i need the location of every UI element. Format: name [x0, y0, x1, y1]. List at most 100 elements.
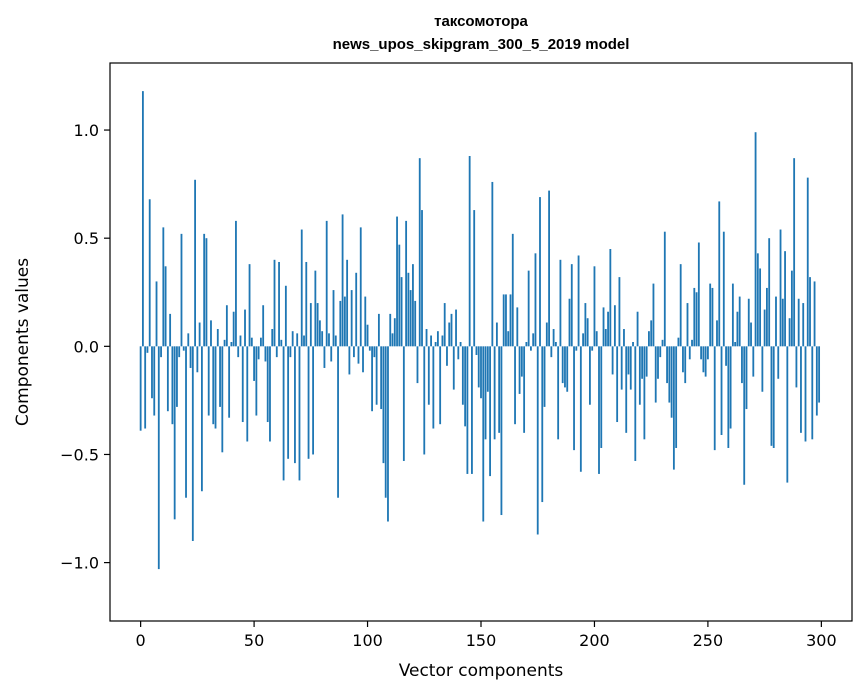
bar-10	[162, 227, 165, 347]
bar-71	[300, 229, 303, 347]
bar-42	[235, 220, 237, 347]
bar-295	[809, 277, 811, 347]
bar-204	[602, 307, 605, 347]
bar-124	[421, 210, 423, 347]
bar-49	[250, 337, 253, 347]
bar-12	[166, 346, 169, 412]
bar-270	[752, 346, 755, 377]
bar-39	[228, 346, 231, 418]
bar-55	[264, 346, 267, 362]
bar-37	[223, 339, 226, 347]
bar-183	[554, 342, 557, 347]
x-tick-label: 50	[244, 631, 264, 650]
bar-280	[775, 296, 777, 347]
bar-95	[355, 272, 358, 347]
bar-90	[343, 296, 346, 347]
bar-111	[391, 333, 394, 347]
bar-56	[266, 346, 269, 423]
x-tick-label: 300	[806, 631, 837, 650]
bar-263	[736, 311, 739, 347]
bar-128	[430, 335, 432, 347]
bar-157	[495, 322, 498, 347]
bar-269	[750, 322, 752, 347]
x-axis-ticks: 0 50 100 150 200 250 300	[136, 621, 837, 650]
bar-296	[811, 346, 814, 440]
bar-45	[241, 346, 244, 423]
bar-264	[738, 296, 741, 347]
bar-126	[425, 329, 428, 347]
bar-149	[477, 346, 480, 388]
bar-7	[155, 281, 158, 347]
bar-220	[638, 346, 641, 405]
bar-249	[704, 346, 707, 377]
bar-273	[759, 268, 762, 347]
bar-88	[339, 300, 342, 347]
bar-140	[457, 346, 460, 360]
bar-59	[273, 259, 276, 347]
bar-44	[239, 335, 242, 347]
bar-96	[357, 346, 360, 364]
bar-248	[702, 346, 705, 373]
chart-title: таксомотора	[434, 13, 528, 30]
bar-11	[164, 266, 167, 347]
bar-20	[185, 346, 187, 498]
bar-229	[659, 346, 662, 358]
bar-3	[146, 346, 149, 353]
bar-196	[584, 303, 587, 347]
bar-54	[262, 305, 265, 347]
bar-193	[577, 255, 580, 347]
bar-230	[661, 339, 664, 347]
bar-274	[761, 346, 764, 392]
bar-194	[579, 346, 582, 472]
bar-151	[482, 346, 485, 522]
bar-197	[586, 318, 589, 347]
bar-113	[396, 216, 398, 347]
bar-81	[323, 346, 326, 368]
bar-271	[754, 132, 757, 347]
bar-190	[570, 264, 573, 347]
bar-191	[573, 346, 575, 451]
bar-9	[160, 346, 162, 358]
bar-185	[559, 259, 562, 347]
bar-158	[498, 346, 501, 433]
bar-24	[194, 179, 196, 347]
bar-173	[532, 333, 535, 347]
bar-62	[280, 339, 283, 347]
x-axis-label: Vector components	[399, 661, 564, 681]
bar-68	[294, 346, 296, 464]
bar-195	[582, 333, 585, 347]
bar-165	[514, 346, 516, 425]
bar-203	[600, 346, 603, 448]
bar-162	[507, 331, 510, 347]
bar-19	[182, 346, 185, 351]
bar-85	[332, 290, 335, 347]
bar-41	[232, 311, 235, 347]
bar-69	[296, 333, 299, 347]
bar-106	[380, 346, 383, 410]
bar-247	[700, 346, 703, 360]
bar-200	[593, 266, 596, 347]
bar-168	[520, 346, 523, 377]
bar-259	[727, 346, 730, 448]
bar-43	[237, 346, 240, 358]
bar-150	[480, 346, 482, 399]
bar-2	[144, 346, 147, 429]
bar-171	[527, 270, 530, 347]
bar-30	[207, 346, 210, 416]
bar-222	[643, 346, 646, 440]
bar-189	[568, 298, 571, 347]
bar-238	[679, 264, 682, 347]
bar-175	[536, 346, 539, 535]
bar-205	[604, 329, 607, 347]
bar-272	[756, 253, 759, 347]
y-axis-ticks: −1.0 −0.5 0.0 0.5 1.0	[60, 121, 110, 573]
bar-291	[800, 346, 802, 433]
bar-79	[318, 320, 321, 347]
bar-145	[468, 156, 471, 347]
bar-36	[221, 346, 224, 453]
bar-209	[613, 305, 616, 347]
bar-46	[244, 309, 246, 347]
bar-74	[307, 346, 310, 459]
bar-83	[328, 333, 330, 347]
bar-164	[511, 233, 514, 347]
